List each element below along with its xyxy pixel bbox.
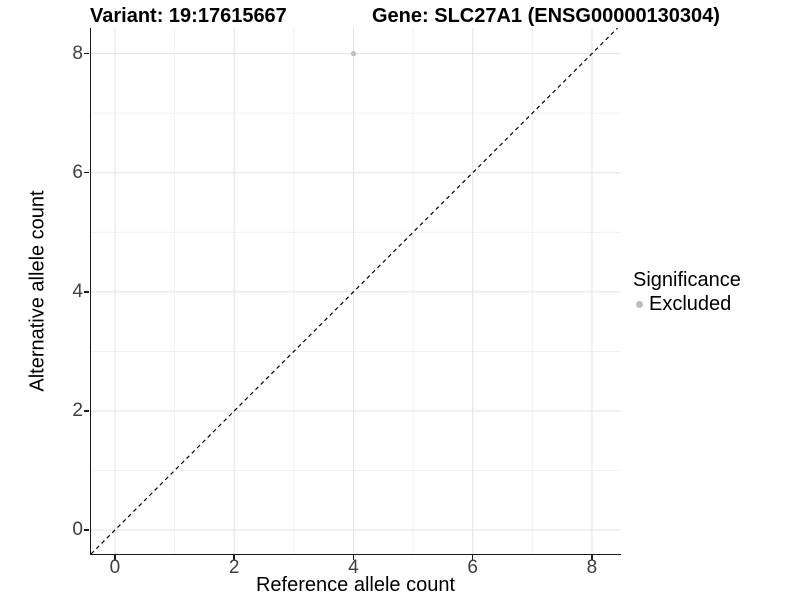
- y-tick-6: [84, 171, 89, 174]
- x-axis-line: [89, 553, 621, 555]
- x-tick-label-6: 6: [467, 557, 478, 578]
- x-tick-label-2: 2: [228, 557, 240, 578]
- legend-entry-label: Excluded: [649, 293, 732, 315]
- y-tick-label-4: 4: [72, 280, 83, 302]
- plot-canvas: [91, 28, 620, 554]
- x-tick-label-8: 8: [586, 557, 598, 578]
- y-axis-title: Alternative allele count: [26, 190, 49, 392]
- y-axis-line: [89, 28, 91, 555]
- x-tick-label-0: 0: [109, 557, 121, 578]
- y-tick-0: [84, 529, 89, 531]
- x-tick-label-4: 4: [348, 557, 359, 578]
- y-tick-label-0: 0: [72, 519, 83, 541]
- x-tick-4: [352, 555, 355, 560]
- plot-panel: [91, 28, 620, 554]
- identity-dashed-line: [91, 28, 619, 554]
- y-tick-label-8: 8: [72, 42, 83, 64]
- data-point-excluded-4-8: [350, 51, 357, 57]
- y-tick-label-2: 2: [72, 399, 83, 421]
- legend-entry-excluded: Excluded: [630, 293, 741, 316]
- legend-title: Significance: [633, 269, 741, 291]
- x-tick-8: [591, 555, 593, 560]
- x-tick-6: [471, 555, 474, 560]
- y-tick-label-6: 6: [72, 161, 83, 183]
- excluded-marker-icon: [636, 301, 643, 308]
- x-tick-2: [233, 555, 235, 560]
- y-tick-2: [84, 410, 89, 412]
- variant-title: Variant: 19:17615667: [90, 5, 287, 27]
- x-axis-title: Reference allele count: [255, 574, 455, 596]
- gene-title: Gene: SLC27A1 (ENSG00000130304): [372, 5, 720, 27]
- y-tick-4: [84, 291, 89, 293]
- x-tick-0: [114, 555, 116, 560]
- legend: Significance Excluded: [630, 269, 741, 316]
- y-tick-8: [84, 52, 89, 55]
